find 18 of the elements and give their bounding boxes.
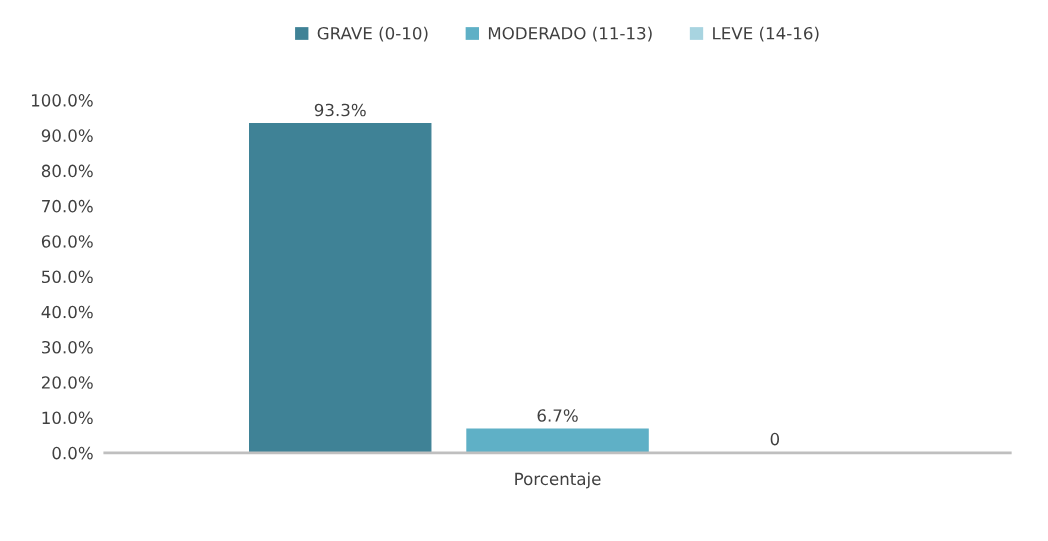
y-tick-label: 80.0% (41, 164, 93, 178)
y-tick-label: 0.0% (52, 446, 93, 460)
y-tick-label: 60.0% (41, 235, 93, 248)
data-label: 6.7% (537, 409, 578, 422)
y-tick-label: 40.0% (41, 305, 93, 319)
x-tick-label: Porcentaje (515, 472, 601, 489)
y-tick-label: 100.0% (31, 94, 93, 107)
data-label: 0 (770, 432, 780, 446)
y-tick-label: 20.0% (41, 376, 93, 389)
y-tick-label: 70.0% (42, 199, 93, 213)
y-tick-label: 10.0% (42, 411, 93, 425)
legend-label: MODERADO (11-13) (488, 26, 652, 42)
legend-label: LEVE (14-16) (713, 26, 819, 42)
legend-label: GRAVE (0-10) (317, 26, 428, 42)
y-tick-label: 90.0% (41, 129, 93, 142)
data-label: 93.3% (314, 103, 366, 117)
y-tick-label: 50.0% (42, 270, 93, 284)
y-tick-label: 30.0% (42, 340, 93, 354)
